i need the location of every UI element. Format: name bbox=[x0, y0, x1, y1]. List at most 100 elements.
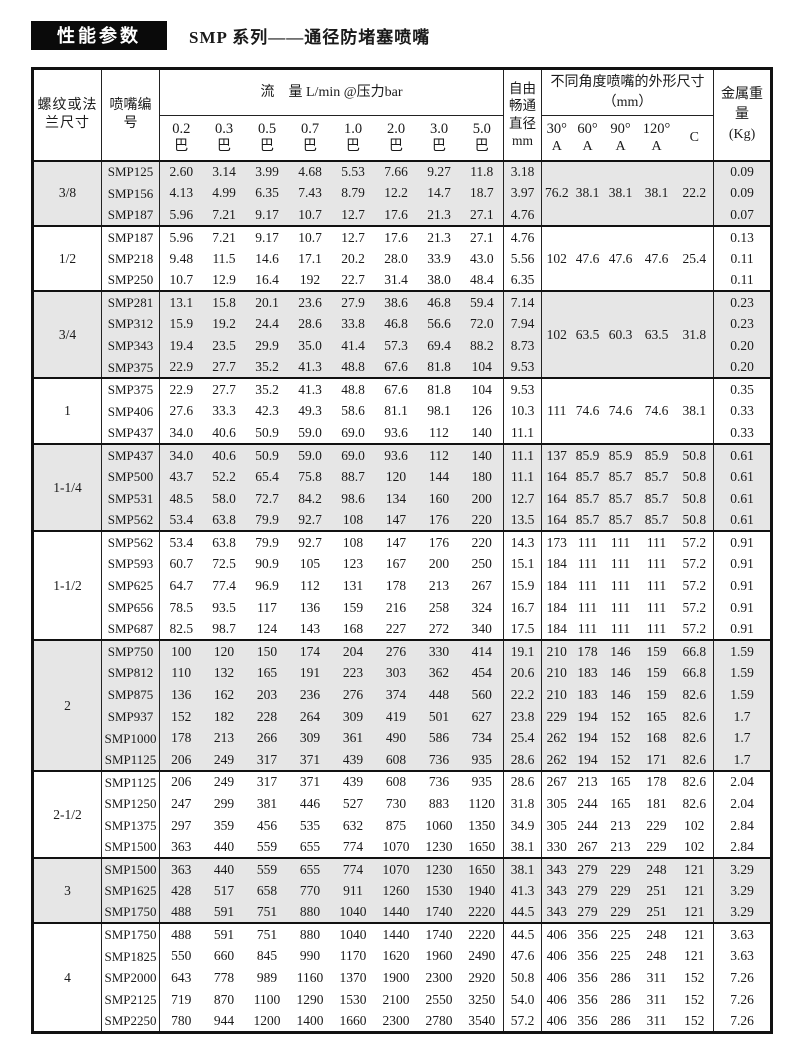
dimension-cell: 262 bbox=[541, 727, 572, 750]
weight-cell: 0.23 bbox=[713, 290, 772, 314]
flow-cell: 1650 bbox=[460, 857, 504, 880]
flow-cell: 35.0 bbox=[288, 334, 332, 357]
dimension-cell: 159 bbox=[637, 639, 676, 662]
table-body: 3/8 SMP125 2.60 3.14 3.99 4.68 5.53 7.66 9.27 11.… bbox=[32, 159, 772, 1033]
model-cell: SMP218 bbox=[101, 247, 160, 270]
flow-cell: 1960 bbox=[425, 948, 453, 964]
header-pressure-0.2: 0.2 巴 bbox=[172, 120, 191, 155]
diameter-cell: 9.53 bbox=[503, 356, 542, 379]
header-dims-title: 不同角度喷嘴的外形尺寸 （mm） bbox=[541, 68, 714, 116]
flow-cell: 535 bbox=[299, 817, 321, 833]
dimension-cell: 111 bbox=[610, 599, 631, 615]
table-row: 1 SMP375 22.9 27.7 35.2 41.3 48.8 67.6 81.8 104 9.… bbox=[32, 377, 772, 444]
flow-cell: 227 bbox=[385, 620, 407, 636]
flow-cell: 206 bbox=[159, 749, 203, 771]
flow-cell: 41.3 bbox=[288, 356, 332, 379]
model-cell: SMP1000 bbox=[101, 727, 160, 750]
flow-cell: 266 bbox=[245, 727, 289, 750]
dimension-cell: 279 bbox=[571, 901, 604, 924]
flow-cell: 591 bbox=[202, 922, 246, 946]
flow-cell: 9.27 bbox=[417, 159, 461, 183]
flow-cell: 178 bbox=[385, 577, 407, 593]
flow-cell: 1290 bbox=[296, 991, 324, 1007]
size-cell: 4 bbox=[32, 922, 102, 1033]
flow-cell: 46.8 bbox=[417, 290, 461, 314]
model-cell: SMP625 bbox=[101, 574, 160, 597]
flow-cell: 363 bbox=[171, 838, 192, 854]
flow-cell: 90.9 bbox=[255, 555, 279, 571]
header-pressure-3.0: 3.0 巴 bbox=[429, 120, 449, 155]
model-cell: SMP156 bbox=[101, 182, 160, 205]
flow-cell: 1940 bbox=[460, 879, 504, 902]
table-row: SMP1250 247 299 381 446 527 730 883 1120 31.8 305 2… bbox=[33, 792, 772, 815]
flow-cell: 69.4 bbox=[417, 334, 461, 357]
flow-cell: 203 bbox=[245, 683, 289, 706]
diameter-cell: 11.1 bbox=[503, 422, 542, 444]
flow-cell: 1120 bbox=[468, 795, 496, 811]
dimension-cell: 178 bbox=[571, 639, 604, 662]
flow-cell: 29.9 bbox=[245, 334, 289, 357]
flow-cell: 165 bbox=[245, 661, 289, 684]
table-row: 1/2 SMP187 5.96 7.21 9.17 10.7 12.7 17.6 21.3 27.… bbox=[32, 224, 772, 292]
flow-cell: 4.99 bbox=[202, 182, 246, 205]
flow-cell: 84.2 bbox=[288, 487, 332, 510]
dimension-cell: 121 bbox=[675, 879, 714, 902]
table-row: SMP625 64.7 77.4 96.9 112 131 178 213 267 15.9 184… bbox=[33, 574, 772, 597]
dimension-cell: 82.6 bbox=[675, 769, 714, 793]
dimension-cell: 85.7 bbox=[571, 465, 604, 488]
weight-cell: 0.11 bbox=[713, 247, 772, 270]
flow-cell: 120 bbox=[374, 465, 418, 488]
dimension-cell: 229 bbox=[541, 705, 572, 728]
dimension-cell: 210 bbox=[541, 639, 572, 662]
diameter-cell: 50.8 bbox=[503, 966, 542, 989]
weight-cell: 0.91 bbox=[713, 618, 772, 641]
dimension-cell: 74.6 bbox=[603, 377, 638, 444]
table-row: SMP375 22.9 27.7 35.2 41.3 48.8 67.6 81.8 104 9.5… bbox=[33, 356, 772, 379]
flow-cell: 23.6 bbox=[288, 290, 332, 314]
table-row: SMP1750 488 591 751 880 1040 1440 1740 2220 44.5 3… bbox=[33, 901, 772, 924]
flow-cell: 12.7 bbox=[331, 204, 375, 226]
flow-cell: 944 bbox=[213, 1012, 235, 1028]
flow-cell: 63.8 bbox=[202, 509, 246, 532]
dimension-cell: 111 bbox=[577, 555, 598, 571]
weight-cell: 0.33 bbox=[713, 400, 772, 423]
diameter-cell: 34.9 bbox=[503, 814, 542, 837]
flow-cell: 72.7 bbox=[245, 487, 289, 510]
flow-cell: 883 bbox=[428, 795, 450, 811]
flow-cell: 41.3 bbox=[288, 377, 332, 401]
flow-cell: 17.1 bbox=[298, 250, 322, 266]
diameter-cell: 44.5 bbox=[503, 922, 542, 946]
dimension-cell: 25.4 bbox=[675, 224, 714, 292]
flow-cell: 2100 bbox=[382, 991, 410, 1007]
flow-cell: 419 bbox=[374, 705, 418, 728]
flow-cell: 272 bbox=[428, 620, 450, 636]
header-pressure-2.0: 2.0 巴 bbox=[386, 120, 406, 155]
dimension-cell: 85.9 bbox=[637, 442, 676, 466]
dimension-cell: 164 bbox=[541, 509, 572, 532]
flow-cell: 6.35 bbox=[245, 182, 289, 205]
flow-cell: 2780 bbox=[425, 1012, 453, 1028]
diameter-cell: 19.1 bbox=[503, 639, 542, 662]
dimension-cell: 406 bbox=[546, 970, 567, 986]
header-angle-120: 120° A bbox=[642, 120, 671, 155]
flow-cell: 3250 bbox=[468, 991, 496, 1007]
model-cell: SMP562 bbox=[101, 509, 160, 532]
dimension-cell: 38.1 bbox=[571, 159, 604, 226]
flow-cell: 2.60 bbox=[159, 159, 203, 183]
flow-cell: 59.4 bbox=[460, 290, 504, 314]
dimension-cell: 111 bbox=[603, 530, 638, 553]
dimension-cell: 251 bbox=[637, 879, 676, 902]
header-dims-label: 不同角度喷嘴的外形尺寸 bbox=[550, 74, 705, 90]
flow-cell: 27.6 bbox=[169, 403, 194, 419]
dimension-cell: 111 bbox=[541, 377, 572, 444]
dimension-cell: 63.5 bbox=[637, 290, 676, 379]
dimension-cell: 210 bbox=[541, 661, 572, 684]
flow-cell: 456 bbox=[256, 817, 278, 833]
dimension-cell: 82.6 bbox=[675, 705, 714, 728]
flow-cell: 770 bbox=[288, 879, 332, 902]
flow-cell: 112 bbox=[300, 577, 320, 593]
flow-cell: 3.99 bbox=[245, 159, 289, 183]
dimension-cell: 152 bbox=[603, 705, 638, 728]
weight-cell: 1.59 bbox=[713, 661, 772, 684]
spec-table: 螺纹或法兰尺寸 喷嘴编号 流 量 L/min @压力bar 自由畅通直径 mm … bbox=[31, 67, 774, 1034]
